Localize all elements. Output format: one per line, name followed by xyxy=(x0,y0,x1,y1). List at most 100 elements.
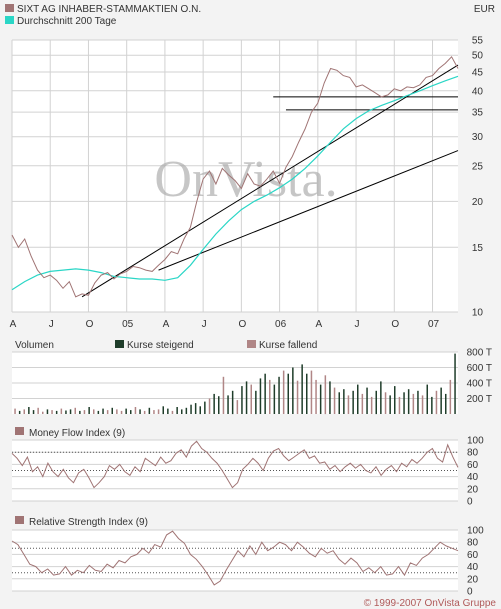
price-x-tick-label: J xyxy=(202,319,207,330)
volume-bar-rising xyxy=(431,396,433,414)
legend-swatch-price xyxy=(5,4,14,12)
legend-rising-label: Kurse steigend xyxy=(127,340,194,351)
mfi-tick-label: 60 xyxy=(467,460,479,471)
watermark-logo: OnVista. xyxy=(154,151,337,208)
volume-bar-falling xyxy=(51,410,53,414)
volume-bar-rising xyxy=(259,378,262,414)
price-tick-label: 35 xyxy=(472,108,484,119)
volume-bar-rising xyxy=(218,396,220,414)
volume-bar-rising xyxy=(185,407,188,414)
legend-swatch-rising xyxy=(115,340,124,348)
volume-bar-rising xyxy=(278,376,280,414)
rsi-plot-area xyxy=(12,530,458,591)
mfi-grid xyxy=(12,439,458,502)
volume-bar-falling xyxy=(347,395,350,414)
volume-bar-rising xyxy=(28,407,30,414)
volume-bar-rising xyxy=(440,387,442,414)
volume-panel: Volumen Kurse steigend Kurse fallend 200… xyxy=(12,340,492,415)
volume-bar-rising xyxy=(79,410,81,414)
volume-bar-falling xyxy=(282,370,285,414)
rsi-line xyxy=(11,530,459,586)
volume-bar-falling xyxy=(315,379,317,414)
volume-bar-falling xyxy=(14,408,16,414)
volume-tick-label: 600 T xyxy=(467,363,492,374)
volume-bar-rising xyxy=(403,392,405,414)
rsi-title: Relative Strength Index (9) xyxy=(29,517,148,528)
volume-bar-rising xyxy=(417,390,419,415)
volume-bar-rising xyxy=(329,381,331,414)
legend-ma200-label: Durchschnitt 200 Tage xyxy=(17,16,117,27)
rsi-grid xyxy=(12,529,458,592)
legend-swatch-mfi xyxy=(15,427,24,435)
volume-bar-falling xyxy=(421,395,424,414)
legend-price-label: SIXT AG INHABER-STAMMAKTIEN O.N. xyxy=(17,4,201,15)
volume-bar-rising xyxy=(287,373,289,414)
volume-bar-rising xyxy=(139,409,141,414)
price-x-tick-label: 06 xyxy=(275,319,287,330)
price-panel: OnVista. 10 15 20 25 30 35 40 45 50 55 A J O 05 A J O 06… xyxy=(10,36,484,331)
volume-bar-rising xyxy=(46,409,49,414)
price-tick-label: 50 xyxy=(472,51,484,62)
volume-bar-falling xyxy=(361,393,364,414)
volume-bar-rising xyxy=(176,407,178,414)
volume-bar-falling xyxy=(106,410,109,414)
rsi-tick-label: 80 xyxy=(467,538,479,549)
volume-bar-rising xyxy=(55,410,58,414)
volume-bar-rising xyxy=(264,373,266,414)
volume-bar-falling xyxy=(42,411,44,414)
volume-bar-rising xyxy=(167,408,169,414)
volume-bar-rising xyxy=(130,410,132,414)
volume-bar-rising xyxy=(319,384,322,414)
volume-bar-falling xyxy=(74,407,76,414)
volume-bar-falling xyxy=(37,407,39,414)
volume-bar-falling xyxy=(370,396,373,414)
volume-bar-falling xyxy=(153,410,155,414)
volume-bar-rising xyxy=(352,390,354,415)
volume-bar-rising xyxy=(245,381,248,414)
volume-bar-rising xyxy=(306,373,308,414)
volume-bar-rising xyxy=(125,408,127,414)
price-tick-label: 45 xyxy=(472,68,484,79)
rsi-tick-label: 100 xyxy=(467,526,484,537)
rsi-tick-label: 0 xyxy=(467,587,473,598)
volume-grid xyxy=(12,351,458,399)
volume-bar-rising xyxy=(357,384,359,414)
trendline-1 xyxy=(158,150,459,271)
volume-bar-rising xyxy=(338,392,340,414)
price-x-tick-label: A xyxy=(163,319,170,330)
volume-bar-rising xyxy=(181,409,183,414)
price-line xyxy=(11,55,459,298)
legend-swatch-ma200 xyxy=(5,16,14,24)
trendline-0 xyxy=(81,64,459,298)
price-x-tick-label: 07 xyxy=(428,319,440,330)
volume-bar-rising xyxy=(375,390,377,415)
price-tick-label: 10 xyxy=(472,308,484,319)
mfi-series-line xyxy=(11,440,459,489)
volume-bar-falling xyxy=(208,398,211,414)
volume-bar-falling xyxy=(333,387,336,414)
volume-bar-rising xyxy=(194,403,197,414)
volume-bar-falling xyxy=(171,410,174,414)
rsi-series-line xyxy=(11,530,459,586)
volume-bar-rising xyxy=(18,410,21,414)
price-x-tick-label: J xyxy=(355,319,360,330)
price-tick-label: 15 xyxy=(472,243,484,254)
volume-tick-label: 800 T xyxy=(467,348,492,359)
volume-bar-rising xyxy=(426,384,428,414)
volume-y-axis: 200 T 400 T 600 T 800 T xyxy=(467,348,492,406)
price-x-tick-label: O xyxy=(238,319,246,330)
volume-bar-falling xyxy=(250,384,252,414)
rsi-tick-label: 40 xyxy=(467,562,479,573)
volume-bar-rising xyxy=(102,408,104,414)
price-x-axis: A J O 05 A J O 06 A J O 07 xyxy=(10,319,440,330)
volume-bar-falling xyxy=(236,400,239,414)
volume-bars xyxy=(14,353,456,415)
volume-bar-rising xyxy=(366,387,368,414)
volume-bar-falling xyxy=(60,408,63,414)
volume-bar-falling xyxy=(143,410,146,414)
volume-bar-falling xyxy=(412,393,415,414)
copyright-text: © 1999-2007 OnVista Gruppe xyxy=(364,598,497,609)
